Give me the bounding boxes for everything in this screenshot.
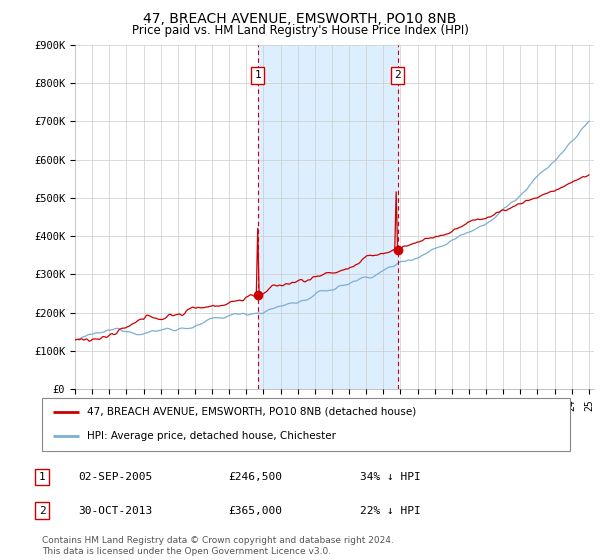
Text: 22% ↓ HPI: 22% ↓ HPI (360, 506, 421, 516)
Text: 34% ↓ HPI: 34% ↓ HPI (360, 472, 421, 482)
Text: 47, BREACH AVENUE, EMSWORTH, PO10 8NB (detached house): 47, BREACH AVENUE, EMSWORTH, PO10 8NB (d… (87, 407, 416, 417)
Text: 2: 2 (394, 71, 401, 81)
Text: HPI: Average price, detached house, Chichester: HPI: Average price, detached house, Chic… (87, 431, 336, 441)
Text: Contains HM Land Registry data © Crown copyright and database right 2024.
This d: Contains HM Land Registry data © Crown c… (42, 536, 394, 556)
Text: 1: 1 (254, 71, 261, 81)
Text: 2: 2 (38, 506, 46, 516)
Text: 1: 1 (38, 472, 46, 482)
Text: £246,500: £246,500 (228, 472, 282, 482)
Text: 02-SEP-2005: 02-SEP-2005 (78, 472, 152, 482)
Text: 30-OCT-2013: 30-OCT-2013 (78, 506, 152, 516)
Text: £365,000: £365,000 (228, 506, 282, 516)
Text: 47, BREACH AVENUE, EMSWORTH, PO10 8NB: 47, BREACH AVENUE, EMSWORTH, PO10 8NB (143, 12, 457, 26)
Bar (258, 45, 398, 389)
Text: Price paid vs. HM Land Registry's House Price Index (HPI): Price paid vs. HM Land Registry's House … (131, 24, 469, 36)
